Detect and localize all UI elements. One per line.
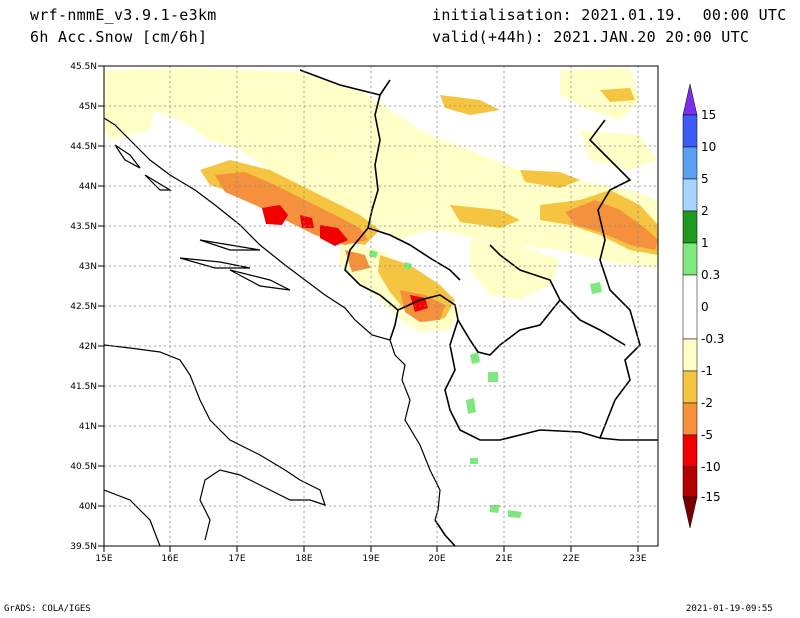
field-label: 6h Acc.Snow [cm/6h] [30,28,208,46]
lat-label: 45.5N [70,62,97,72]
colorbar-label: 5 [701,172,709,186]
colorbar-label: -15 [701,490,721,504]
lon-label: 15E [95,554,112,564]
valid-time: valid(+44h): 2021.JAN.20 20:00 UTC [432,28,750,46]
coastlines [104,117,441,546]
colorbar-segment [682,146,698,180]
lon-label: 23E [629,554,646,564]
colorbar-segment [682,242,698,276]
lon-label: 20E [428,554,445,564]
colorbar-segment [682,402,698,436]
colorbar-label: 0.3 [701,268,720,282]
country-borders [299,69,658,546]
colorbar-label: 10 [701,140,716,154]
colorbar-segment [682,370,698,404]
colorbar-label: 0 [701,300,709,314]
colorbar-label: 2 [701,204,709,218]
lat-label: 39.5N [70,542,97,552]
colorbar-segment [682,210,698,244]
map-field [104,66,658,546]
snow-light-areas [104,68,658,332]
melt-green-areas [369,250,602,518]
graticule [104,66,658,546]
lon-label: 16E [161,554,178,564]
lat-label: 41N [79,422,97,432]
lon-label: 22E [562,554,579,564]
colorbar-label: -0.3 [701,332,724,346]
lat-label: 44.5N [70,142,97,152]
lat-label: 41.5N [70,382,97,392]
colorbar: 15 10 5 2 1 0.3 0 -0.3 -1 -2 -5 -10 -15 [682,83,724,529]
lat-labels: 45.5N 45N 44.5N 44N 43.5N 43N 42.5N 42N … [70,62,97,552]
lat-label: 43N [79,262,97,272]
init-time: initialisation: 2021.01.19. 00:00 UTC [432,6,787,24]
colorbar-label: -2 [701,396,713,410]
colorbar-label: 1 [701,236,709,250]
colorbar-segment [682,274,698,340]
footer-timestamp: 2021-01-19-09:55 [686,604,773,614]
colorbar-segment [682,434,698,468]
tick-marks [98,65,639,552]
lat-label: 40N [79,502,97,512]
lat-label: 42.5N [70,302,97,312]
lon-label: 18E [295,554,312,564]
lat-label: 40.5N [70,462,97,472]
lat-label: 45N [79,102,97,112]
colorbar-top-arrow [682,83,698,116]
colorbar-segment [682,114,698,148]
colorbar-segment [682,178,698,212]
footer-credit: GrADS: COLA/IGES [4,604,91,614]
lon-label: 21E [495,554,512,564]
lat-label: 44N [79,182,97,192]
lat-label: 42N [79,342,97,352]
colorbar-labels: 15 10 5 2 1 0.3 0 -0.3 -1 -2 -5 -10 -15 [701,108,724,504]
colorbar-bottom-arrow [682,496,698,529]
snow-red-areas [262,205,428,312]
lon-label: 17E [228,554,245,564]
colorbar-segment [682,338,698,372]
lat-label: 43.5N [70,222,97,232]
colorbar-segment [682,466,698,498]
lon-labels: 15E 16E 17E 18E 19E 20E 21E 22E 23E [95,554,646,564]
colorbar-label: -10 [701,460,721,474]
colorbar-label: -1 [701,364,713,378]
colorbar-label: 15 [701,108,716,122]
model-label: wrf-nmmE_v3.9.1-e3km [30,6,217,24]
lon-label: 19E [362,554,379,564]
colorbar-label: -5 [701,428,713,442]
